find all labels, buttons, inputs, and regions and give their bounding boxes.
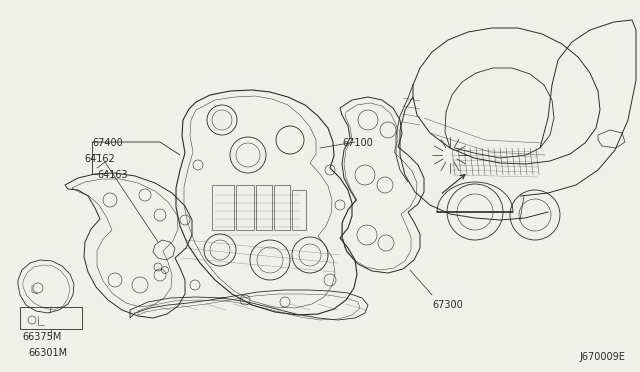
Text: 67400: 67400 — [92, 138, 123, 148]
Text: J670009E: J670009E — [579, 352, 625, 362]
Text: 67300: 67300 — [432, 300, 463, 310]
Bar — [256, 185, 272, 230]
Text: 66301M: 66301M — [28, 348, 67, 358]
Text: 67100: 67100 — [342, 138, 372, 148]
Bar — [274, 185, 290, 230]
Text: 64162: 64162 — [84, 154, 115, 164]
Bar — [236, 185, 254, 230]
Bar — [212, 185, 234, 230]
Text: 66375M: 66375M — [22, 332, 61, 342]
Bar — [20, 307, 82, 329]
Bar — [292, 190, 306, 230]
Text: 64163: 64163 — [97, 170, 127, 180]
